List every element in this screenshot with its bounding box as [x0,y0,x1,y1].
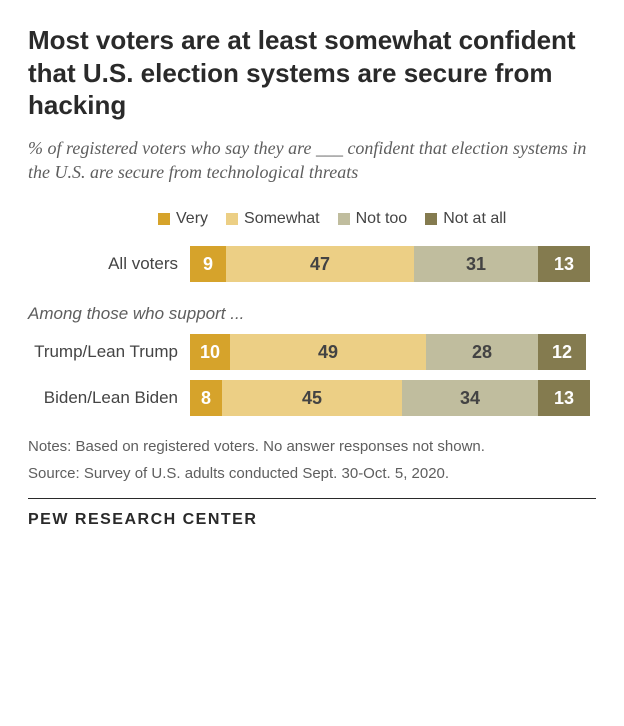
legend-item: Very [158,210,208,228]
legend-label: Very [176,210,208,228]
stacked-bar: 10492812 [190,334,586,370]
legend-swatch [425,213,437,225]
bar-segment: 49 [230,334,426,370]
notes-line1: Notes: Based on registered voters. No an… [28,436,596,457]
group-label: Among those who support ... [28,304,596,324]
legend-swatch [158,213,170,225]
bar-segment: 45 [222,380,402,416]
legend-label: Somewhat [244,210,320,228]
legend-item: Not at all [425,210,506,228]
divider [28,498,596,499]
legend-item: Not too [338,210,408,228]
row-label: All voters [28,254,190,274]
bar-segment: 8 [190,380,222,416]
stacked-bar: 8453413 [190,380,590,416]
bar-segment: 10 [190,334,230,370]
rows-bottom: Trump/Lean Trump10492812Biden/Lean Biden… [28,334,596,416]
notes-line2: Source: Survey of U.S. adults conducted … [28,463,596,484]
bar-segment: 31 [414,246,538,282]
bar-segment: 47 [226,246,414,282]
stacked-bar: 9473113 [190,246,590,282]
chart-row: Trump/Lean Trump10492812 [28,334,596,370]
legend: Very Somewhat Not too Not at all [158,210,596,228]
legend-swatch [338,213,350,225]
row-label: Trump/Lean Trump [28,342,190,362]
chart-area: All voters9473113 Among those who suppor… [28,246,596,416]
rows-top: All voters9473113 [28,246,596,282]
bar-segment: 13 [538,380,590,416]
legend-swatch [226,213,238,225]
chart-subtitle: % of registered voters who say they are … [28,136,596,185]
chart-row: All voters9473113 [28,246,596,282]
bar-segment: 28 [426,334,538,370]
chart-row: Biden/Lean Biden8453413 [28,380,596,416]
brand: PEW RESEARCH CENTER [28,511,596,529]
chart-title: Most voters are at least somewhat confid… [28,24,596,122]
legend-item: Somewhat [226,210,320,228]
legend-label: Not at all [443,210,506,228]
bar-segment: 9 [190,246,226,282]
bar-segment: 12 [538,334,586,370]
row-label: Biden/Lean Biden [28,388,190,408]
bar-segment: 13 [538,246,590,282]
bar-segment: 34 [402,380,538,416]
legend-label: Not too [356,210,408,228]
